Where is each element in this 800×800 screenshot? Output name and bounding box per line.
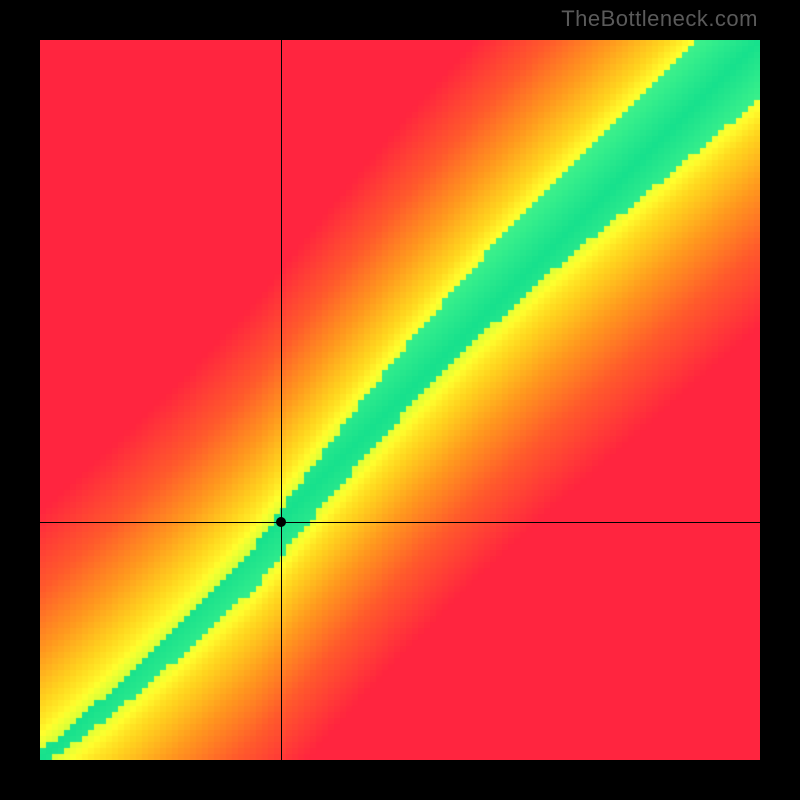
crosshair-point — [276, 517, 286, 527]
crosshair-vertical — [281, 40, 282, 760]
heatmap-plot-area — [40, 40, 760, 760]
heatmap-canvas — [40, 40, 760, 760]
crosshair-horizontal — [40, 522, 760, 523]
watermark-text: TheBottleneck.com — [561, 6, 758, 32]
